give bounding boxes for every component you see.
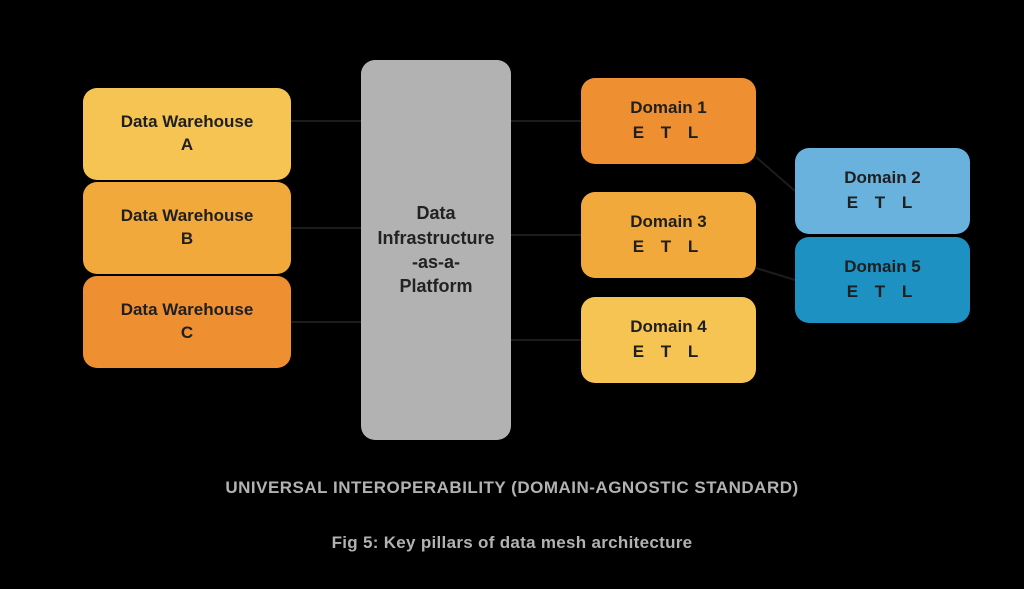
- domain-5-etl: E T L: [847, 281, 919, 304]
- domain-1-label: Domain 1: [630, 97, 707, 120]
- domain-3-etl: E T L: [633, 236, 705, 259]
- domain-2-etl: E T L: [847, 192, 919, 215]
- domain-1-node: Domain 1E T L: [581, 78, 756, 164]
- infrastructure-label: DataInfrastructure-as-a-Platform: [377, 201, 494, 298]
- domain-3-label: Domain 3: [630, 211, 707, 234]
- domain-3-node: Domain 3E T L: [581, 192, 756, 278]
- domain-4-node: Domain 4E T L: [581, 297, 756, 383]
- standard-caption-text: UNIVERSAL INTEROPERABILITY (DOMAIN-AGNOS…: [225, 478, 798, 497]
- warehouse-b-node: Data WarehouseB: [83, 182, 291, 274]
- warehouse-a-node: Data WarehouseA: [83, 88, 291, 180]
- standard-caption: UNIVERSAL INTEROPERABILITY (DOMAIN-AGNOS…: [0, 478, 1024, 498]
- warehouse-c-node: Data WarehouseC: [83, 276, 291, 368]
- domain-4-etl: E T L: [633, 341, 705, 364]
- warehouse-c-label: Data WarehouseC: [121, 299, 254, 345]
- domain-5-node: Domain 5E T L: [795, 237, 970, 323]
- figure-caption: Fig 5: Key pillars of data mesh architec…: [0, 533, 1024, 553]
- infrastructure-node: DataInfrastructure-as-a-Platform: [361, 60, 511, 440]
- warehouse-a-label: Data WarehouseA: [121, 111, 254, 157]
- domain-2-node: Domain 2E T L: [795, 148, 970, 234]
- domain-2-label: Domain 2: [844, 167, 921, 190]
- domain-1-etl: E T L: [633, 122, 705, 145]
- figure-caption-text: Fig 5: Key pillars of data mesh architec…: [332, 533, 693, 552]
- domain-4-label: Domain 4: [630, 316, 707, 339]
- domain-5-label: Domain 5: [844, 256, 921, 279]
- warehouse-b-label: Data WarehouseB: [121, 205, 254, 251]
